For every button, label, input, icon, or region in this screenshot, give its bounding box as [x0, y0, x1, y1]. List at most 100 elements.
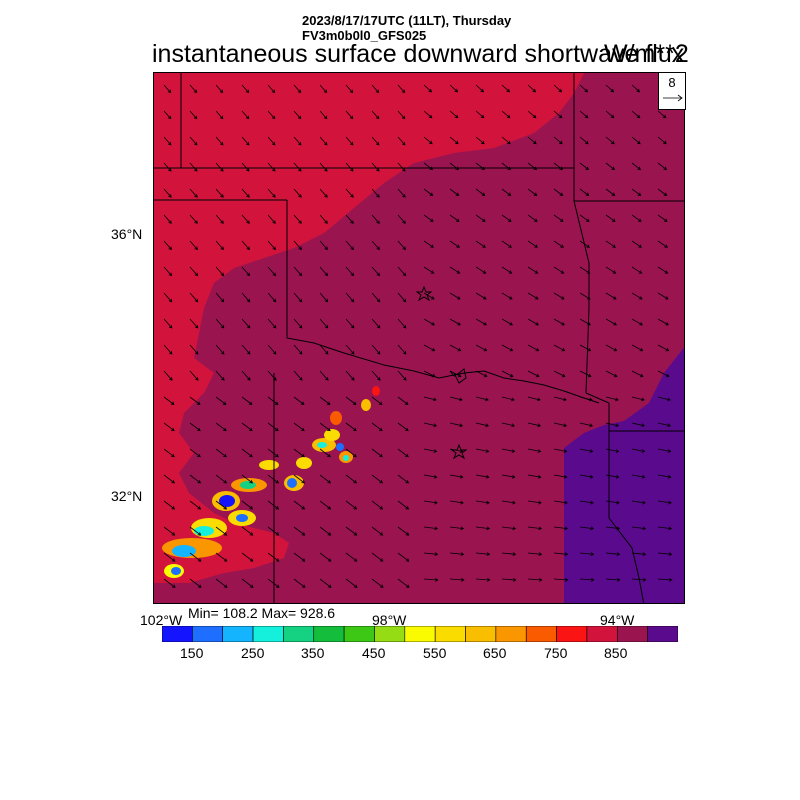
colorbar-label-750: 750 — [544, 645, 568, 661]
wind-arrow-icon — [267, 526, 280, 536]
wind-arrow-icon — [371, 448, 383, 458]
wind-arrow-icon — [189, 396, 201, 405]
wind-arrow-icon — [293, 526, 306, 536]
plot-title: instantaneous surface downward shortwave… — [152, 40, 685, 68]
wind-arrow-icon — [683, 293, 684, 294]
wind-arrow-icon — [293, 552, 306, 562]
wind-arrow-icon — [579, 318, 591, 326]
wind-arrow-icon — [579, 552, 595, 556]
wind-arrow-icon — [423, 500, 438, 505]
wind-arrow-icon — [449, 136, 459, 145]
wind-arrow-icon — [553, 370, 566, 378]
wind-arrow-icon — [371, 188, 380, 198]
wind-arrow-icon — [657, 136, 667, 145]
wind-arrow-icon — [293, 266, 303, 277]
wind-arrow-icon — [215, 500, 228, 510]
lon-label-98w: 98°W — [372, 612, 407, 628]
wind-arrow-icon — [553, 318, 565, 326]
wind-arrow-icon — [605, 214, 616, 222]
wind-arrow-icon — [553, 448, 568, 453]
wind-arrow-icon — [215, 188, 224, 198]
wind-arrow-icon — [657, 240, 668, 248]
wind-arrow-icon — [319, 474, 332, 484]
wind-arrow-icon — [345, 552, 358, 562]
wind-arrow-icon — [683, 111, 684, 112]
wind-arrow-icon — [345, 214, 354, 224]
colorbar-swatch — [586, 626, 618, 642]
wind-arrow-icon — [241, 136, 250, 146]
wind-arrow-icon — [475, 188, 486, 196]
wind-arrow-icon — [449, 500, 464, 505]
wind-arrow-icon — [657, 162, 668, 171]
wind-arrow-icon — [371, 422, 383, 432]
wind-arrow-icon — [579, 162, 590, 171]
wind-arrow-icon — [423, 84, 433, 93]
wind-arrow-icon — [371, 162, 380, 172]
wind-arrow-icon — [475, 318, 487, 326]
wind-arrow-icon — [397, 188, 406, 198]
wind-arrow-icon — [319, 422, 331, 432]
wind-arrow-icon — [371, 266, 381, 277]
wind-arrow-icon — [241, 500, 254, 510]
wind-arrow-icon — [501, 136, 511, 145]
wind-arrow-icon — [579, 344, 592, 352]
wind-arrow-icon — [527, 344, 540, 352]
wind-arrow-icon — [163, 240, 172, 251]
wind-arrow-icon — [189, 318, 199, 329]
wind-arrow-icon — [319, 526, 332, 536]
wind-arrow-icon — [501, 318, 513, 326]
wind-arrow-icon — [449, 526, 465, 531]
colorbar-label-350: 350 — [301, 645, 325, 661]
wind-arrow-icon — [267, 344, 277, 355]
wind-arrow-icon — [241, 292, 251, 303]
wind-arrow-icon — [267, 240, 276, 251]
wind-arrow-icon — [215, 84, 224, 94]
wind-arrow-icon — [449, 240, 460, 248]
wind-arrow-icon — [319, 214, 328, 224]
wind-arrow-icon — [189, 136, 198, 146]
wind-arrow-icon — [293, 110, 302, 120]
wind-arrow-icon — [683, 215, 684, 216]
wind-arrow-icon — [475, 110, 485, 119]
wind-arrow-icon — [527, 396, 541, 402]
wind-arrow-icon — [293, 474, 306, 484]
wind-arrow-icon — [475, 577, 491, 582]
wind-arrow-icon — [371, 578, 384, 588]
wind-arrow-icon — [475, 370, 488, 378]
wind-arrow-icon — [605, 136, 615, 145]
wind-arrow-icon — [501, 370, 514, 378]
wind-arrow-icon — [579, 422, 594, 428]
wind-arrow-icon — [423, 552, 439, 556]
wind-arrow-icon — [319, 500, 332, 510]
wind-arrow-icon — [683, 345, 684, 346]
wind-arrow-icon — [527, 422, 542, 428]
wind-arrow-icon — [189, 292, 199, 303]
colorbar-swatch — [434, 626, 466, 642]
wind-arrow-icon — [605, 84, 615, 93]
wind-arrow-icon — [163, 448, 175, 458]
wind-arrow-icon — [553, 396, 567, 402]
wind-arrow-icon — [319, 84, 328, 94]
colorbar-swatch — [616, 626, 648, 642]
wind-arrow-icon — [371, 318, 381, 329]
wind-arrow-icon — [605, 396, 619, 402]
wind-arrow-icon — [605, 318, 617, 326]
wind-arrow-icon — [293, 214, 302, 224]
wind-arrow-icon — [163, 110, 172, 120]
wind-arrow-icon — [579, 188, 590, 196]
wind-arrow-icon — [345, 162, 354, 172]
wind-arrow-icon — [631, 318, 643, 326]
wind-arrow-icon — [423, 240, 434, 248]
wind-arrow-icon — [189, 110, 198, 120]
wind-arrow-icon — [397, 396, 409, 405]
wind-arrow-icon — [527, 474, 542, 479]
wind-arrow-icon — [631, 188, 642, 196]
wind-arrow-icon — [345, 422, 357, 432]
wind-arrow-icon — [423, 448, 438, 453]
wind-arrow-icon — [267, 474, 280, 484]
wind-arrow-icon — [631, 422, 646, 428]
wind-arrow-icon — [345, 448, 357, 458]
wind-arrow-icon — [501, 292, 513, 300]
wind-arrow-icon — [605, 162, 616, 171]
wind-arrow-icon — [345, 370, 355, 381]
